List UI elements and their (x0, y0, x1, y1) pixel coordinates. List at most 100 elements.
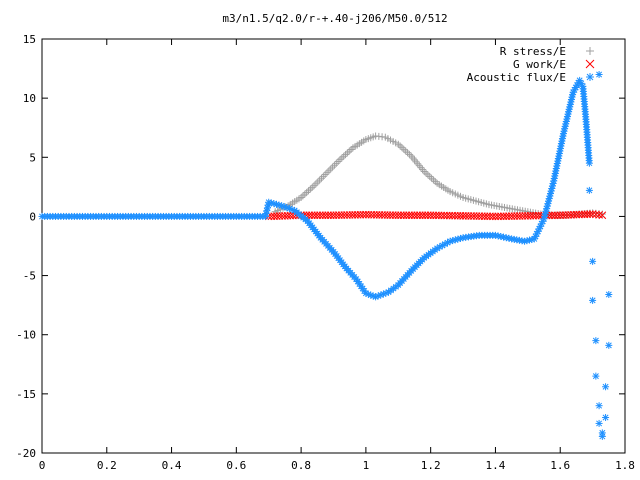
y-tick-label: 0 (29, 210, 36, 223)
data-point (314, 178, 322, 186)
data-point (306, 185, 314, 193)
data-point (407, 211, 416, 220)
y-tick-label: 10 (23, 92, 36, 105)
data-point (324, 211, 332, 220)
data-point (424, 171, 432, 179)
data-point (312, 180, 320, 188)
data-point (299, 192, 307, 200)
data-point (303, 188, 311, 196)
data-point (308, 183, 316, 191)
data-point (586, 210, 594, 219)
data-point (429, 176, 437, 184)
legend-label: G work/E (513, 58, 566, 71)
x-tick-label: 0.6 (226, 459, 246, 472)
series-1 (264, 210, 607, 221)
data-point (321, 211, 330, 220)
data-point (592, 337, 600, 345)
data-point (402, 147, 410, 155)
data-point (428, 174, 436, 182)
y-tick-label: -15 (16, 388, 36, 401)
data-point (595, 70, 603, 78)
data-point (595, 419, 603, 427)
x-tick-label: 1.6 (550, 459, 570, 472)
data-point (321, 171, 329, 179)
legend-marker (585, 59, 595, 69)
data-point (329, 163, 337, 171)
data-point (347, 146, 355, 154)
data-point (345, 147, 353, 155)
data-point (410, 211, 419, 220)
data-point (404, 149, 412, 157)
legend-marker (586, 73, 594, 81)
x-tick-label: 1.2 (421, 459, 441, 472)
x-tick-label: 1.4 (486, 459, 506, 472)
data-point (318, 211, 327, 220)
data-point (591, 210, 600, 219)
x-tick-label: 0.2 (97, 459, 117, 472)
data-point (417, 164, 425, 172)
data-point (413, 211, 422, 220)
data-point (426, 173, 434, 181)
y-tick-label: -20 (16, 447, 36, 460)
data-point (317, 174, 325, 182)
data-point (595, 210, 603, 219)
data-point (319, 172, 327, 180)
series-2 (38, 70, 613, 440)
data-point (301, 190, 309, 198)
data-point (500, 233, 508, 241)
data-point (325, 167, 333, 175)
data-point (585, 159, 593, 167)
x-tick-label: 1.8 (615, 459, 635, 472)
data-point (313, 211, 322, 220)
data-point (379, 290, 387, 298)
data-point (592, 372, 600, 380)
data-point (585, 186, 593, 194)
data-point (394, 211, 403, 220)
data-point (263, 207, 271, 215)
data-point (397, 211, 405, 220)
data-point (308, 211, 316, 220)
data-point (589, 296, 597, 304)
data-point (414, 160, 422, 168)
data-point (359, 210, 368, 219)
data-point (418, 211, 427, 220)
data-point (605, 290, 613, 298)
data-point (410, 156, 418, 164)
data-point (595, 402, 603, 410)
data-point (598, 211, 607, 220)
data-point (343, 149, 351, 157)
data-point (420, 167, 428, 175)
data-point (396, 142, 404, 150)
plot-frame (41, 38, 626, 454)
chart-title: m3/n1.5/q2.0/r-+.40-j206/M50.0/512 (222, 12, 447, 25)
legend-label: R stress/E (500, 45, 566, 58)
y-tick-label: 15 (23, 33, 36, 46)
data-point (400, 145, 408, 153)
data-point (330, 161, 338, 169)
data-point (589, 257, 597, 265)
x-tick-label: 0 (39, 459, 46, 472)
data-point (316, 211, 324, 220)
data-point (334, 158, 342, 166)
data-point (402, 211, 411, 220)
data-point (605, 341, 613, 349)
series-layer (38, 70, 613, 440)
x-tick-label: 1 (363, 459, 370, 472)
data-point (332, 159, 340, 167)
data-point (399, 211, 408, 220)
data-point (412, 158, 420, 166)
data-point (598, 432, 606, 440)
data-point (422, 169, 430, 177)
data-point (488, 212, 497, 221)
legend-marker (586, 47, 594, 55)
legend-label: Acoustic flux/E (467, 71, 566, 84)
data-point (342, 151, 350, 159)
y-tick-label: -5 (23, 270, 36, 283)
x-tick-label: 0.8 (291, 459, 311, 472)
data-point (323, 169, 331, 177)
data-point (419, 166, 427, 174)
data-point (310, 182, 318, 190)
data-point (416, 211, 424, 220)
